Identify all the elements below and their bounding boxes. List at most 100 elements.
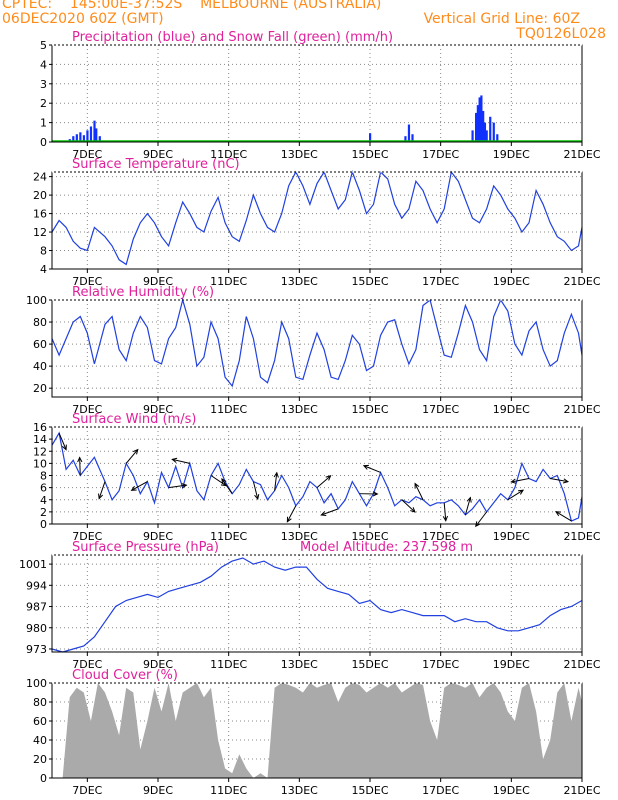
x-tick-label: 19DEC (493, 784, 530, 797)
wind-vector (507, 489, 524, 501)
panel-title: Surface Pressure (hPa) (72, 540, 219, 555)
panel-annotation: Model Altitude: 237.598 m (300, 540, 473, 555)
x-tick-label: 11DEC (210, 530, 247, 543)
precip-bar (489, 116, 492, 142)
x-tick-label: 17DEC (422, 148, 459, 161)
x-tick-label: 7DEC (72, 784, 102, 797)
y-tick-label: 40 (33, 360, 47, 373)
wind-vector (98, 481, 106, 499)
y-tick-label: 3 (40, 78, 47, 91)
y-tick-label: 1001 (19, 558, 47, 571)
x-tick-label: 21DEC (563, 275, 600, 288)
x-tick-label: 13DEC (281, 148, 318, 161)
wind-vector (511, 478, 530, 483)
precip-bar (483, 122, 487, 142)
rh-series-line (51, 297, 583, 388)
precip-bar (475, 112, 478, 142)
x-tick-label: 9DEC (143, 784, 173, 797)
y-tick-label: 0 (40, 136, 47, 149)
precip-bar (476, 105, 479, 142)
precip-bar (79, 132, 82, 142)
x-tick-label: 17DEC (422, 658, 459, 671)
x-tick-label: 21DEC (563, 148, 600, 161)
wind-vector (172, 458, 190, 464)
panel-cloud: Cloud Cover (%) 0 20 40 60 80 100 7DEC 9DEC 11DEC… (26, 668, 601, 797)
wind-vector (79, 457, 81, 476)
y-tick-label: 80 (33, 316, 47, 329)
y-tick-label: 0 (40, 518, 47, 531)
wind-vector (363, 465, 381, 473)
wind-vector (131, 481, 148, 491)
precip-bar (411, 134, 414, 142)
panel-precip: Precipitation (blue) and Snow Fall (gree… (40, 30, 601, 161)
wind-vector (252, 481, 259, 500)
x-tick-label: 13DEC (281, 403, 318, 416)
x-tick-label: 9DEC (143, 148, 173, 161)
wind-vector (286, 505, 297, 522)
precip-bar (75, 134, 78, 142)
vertical-grid-note: Vertical Grid Line: 60Z (423, 11, 580, 27)
y-tick-label: 80 (33, 696, 47, 709)
pressure-series-line (51, 557, 583, 653)
x-tick-label: 7DEC (72, 403, 102, 416)
wind-vector (58, 432, 67, 450)
wind-vector-head (286, 516, 292, 523)
x-tick-label: 11DEC (210, 403, 247, 416)
y-tick-label: 40 (33, 734, 47, 747)
wind-vector-head (221, 478, 227, 484)
x-tick-label: 19DEC (493, 403, 530, 416)
panel-title: Surface Wind (m/s) (72, 412, 196, 427)
y-tick-label: 0 (40, 772, 47, 785)
y-tick-label: 20 (33, 189, 47, 202)
y-tick-label: 4 (40, 494, 47, 507)
wind-vector-head (554, 511, 561, 517)
y-tick-label: 16 (33, 208, 47, 221)
x-tick-label: 15DEC (351, 530, 388, 543)
y-tick-label: 12 (33, 226, 47, 239)
wind-vector-head (475, 521, 481, 528)
y-tick-label: 994 (26, 579, 47, 592)
x-tick-label: 7DEC (72, 530, 102, 543)
precip-bar (478, 97, 481, 142)
x-tick-label: 7DEC (72, 148, 102, 161)
x-tick-label: 9DEC (143, 275, 173, 288)
wind-vector-head (410, 507, 416, 513)
panel-rh: Relative Humidity (%) 20 40 60 80 100 7DEC 9DEC… (26, 285, 601, 416)
y-tick-label: 4 (40, 263, 47, 276)
panel-title: Relative Humidity (%) (72, 285, 214, 300)
panel-pressure: Surface Pressure (hPa) Model Altitude: 23… (19, 540, 601, 671)
precip-bar (89, 126, 93, 142)
y-tick-label: 8 (40, 470, 47, 483)
precip-bar (407, 124, 411, 142)
wind-vector-head (133, 448, 139, 455)
panel-frame (51, 554, 583, 653)
precip-bar (82, 135, 85, 142)
y-tick-label: 8 (40, 245, 47, 258)
wind-vector-head (77, 456, 83, 463)
x-tick-label: 21DEC (563, 530, 600, 543)
x-tick-label: 19DEC (493, 275, 530, 288)
model-id: TQ0126L028 (516, 26, 606, 42)
x-tick-label: 15DEC (351, 148, 388, 161)
panel-title: Cloud Cover (%) (72, 668, 178, 683)
x-tick-label: 19DEC (493, 148, 530, 161)
wind-vector (555, 511, 572, 522)
x-tick-label: 15DEC (351, 275, 388, 288)
chart-header: CPTEC: 145:00E-37:52S MELBOURNE (AUSTRAL… (0, 0, 618, 41)
wind-vector (464, 497, 471, 516)
y-tick-label: 20 (33, 382, 47, 395)
wind-vector-head (181, 483, 188, 489)
wind-vector-head (518, 489, 525, 495)
wind-vector (550, 478, 569, 483)
wind-vector-head (273, 471, 279, 478)
x-tick-label: 13DEC (281, 530, 318, 543)
wind-vector (221, 478, 233, 494)
wind-vector (316, 475, 331, 489)
panel-temp: Surface Temperature (nC) 4 8 12 16 20 24 7DEC 9D… (33, 157, 601, 288)
y-tick-label: 987 (26, 601, 47, 614)
x-tick-label: 9DEC (143, 403, 173, 416)
x-tick-label: 13DEC (281, 784, 318, 797)
precip-bar (492, 122, 495, 142)
panel-frame (51, 171, 583, 270)
